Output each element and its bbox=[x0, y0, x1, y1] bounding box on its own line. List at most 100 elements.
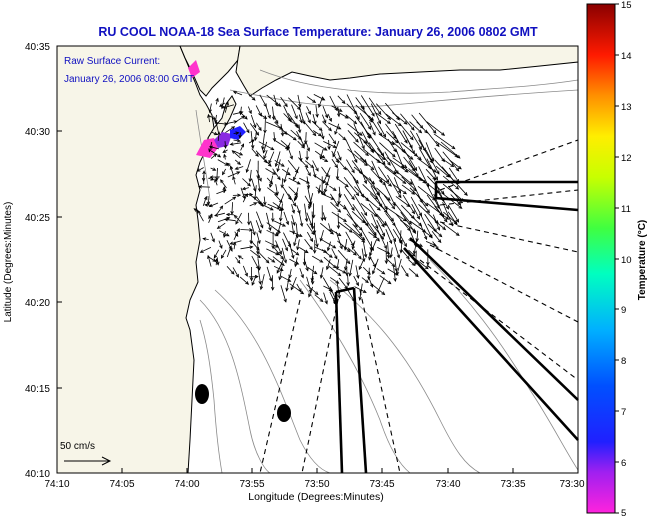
current-vector bbox=[297, 94, 301, 107]
current-vector-head bbox=[435, 143, 440, 148]
current-vector-head bbox=[307, 110, 311, 115]
current-vector bbox=[256, 250, 270, 264]
current-vector-head bbox=[449, 222, 453, 227]
current-vector bbox=[282, 238, 288, 251]
current-vector-head bbox=[381, 270, 386, 275]
current-vector bbox=[393, 201, 412, 225]
current-vector-head bbox=[324, 158, 329, 162]
current-vector-head bbox=[236, 227, 240, 232]
current-vector-head bbox=[365, 152, 369, 157]
current-vector bbox=[338, 133, 346, 141]
current-vector bbox=[283, 211, 289, 225]
current-vector-head bbox=[215, 177, 219, 182]
current-vector bbox=[396, 258, 402, 275]
current-vector bbox=[384, 205, 407, 222]
current-vector-head bbox=[289, 155, 293, 160]
current-vector-head bbox=[224, 122, 229, 126]
current-vector-head bbox=[330, 230, 335, 235]
current-vector bbox=[426, 202, 449, 220]
current-vector bbox=[280, 203, 283, 221]
current-vector bbox=[211, 131, 218, 135]
current-vector bbox=[354, 150, 367, 163]
current-vector-head bbox=[274, 163, 279, 168]
current-vector-head bbox=[385, 179, 390, 184]
current-vector-head bbox=[399, 249, 403, 254]
current-vector bbox=[435, 140, 459, 158]
current-vector bbox=[272, 106, 275, 120]
current-vector bbox=[197, 167, 204, 172]
current-vector-head bbox=[286, 146, 290, 151]
current-vector-head bbox=[455, 185, 460, 190]
current-vector bbox=[370, 168, 386, 186]
current-vector bbox=[331, 158, 338, 168]
current-vector-head bbox=[334, 255, 338, 260]
current-vector bbox=[312, 168, 316, 178]
current-vector bbox=[200, 247, 212, 253]
current-vector-head bbox=[308, 293, 312, 298]
current-vector bbox=[331, 105, 343, 112]
current-vector bbox=[416, 230, 419, 242]
current-vector bbox=[399, 230, 402, 243]
current-vector bbox=[207, 195, 209, 205]
current-vector bbox=[336, 158, 347, 170]
current-vector-head bbox=[455, 218, 460, 223]
current-vector bbox=[272, 256, 285, 266]
current-vector bbox=[370, 282, 385, 295]
current-vector bbox=[433, 193, 444, 218]
current-vector bbox=[222, 168, 227, 175]
current-vector bbox=[403, 156, 416, 172]
current-vector bbox=[330, 193, 339, 207]
current-vector-head bbox=[403, 121, 408, 125]
current-vector bbox=[415, 250, 417, 265]
current-vector bbox=[240, 229, 253, 231]
current-vector bbox=[226, 214, 235, 216]
annotation-line-2: January 26, 2006 08:00 GMT bbox=[64, 74, 194, 85]
current-vector bbox=[353, 249, 362, 260]
current-vector-head bbox=[332, 264, 337, 269]
current-vector-head bbox=[405, 273, 409, 278]
current-vector bbox=[268, 151, 275, 164]
current-vector bbox=[230, 166, 234, 176]
current-vector-head bbox=[268, 227, 272, 232]
current-vector-head bbox=[215, 97, 219, 102]
current-vector bbox=[279, 275, 291, 282]
current-vector bbox=[409, 121, 422, 133]
buoy-marker-1 bbox=[195, 384, 209, 404]
current-vector-head bbox=[436, 226, 441, 231]
current-vector-head bbox=[230, 270, 235, 275]
current-vector bbox=[324, 175, 331, 193]
current-vector bbox=[386, 157, 409, 173]
current-vector bbox=[354, 132, 368, 144]
x-tick-label: 74:10 bbox=[44, 479, 69, 490]
current-vector bbox=[331, 150, 339, 163]
current-vector bbox=[313, 94, 325, 101]
current-vector-head bbox=[298, 103, 302, 108]
current-vector bbox=[287, 160, 299, 173]
current-vector-head bbox=[319, 259, 324, 263]
current-vector bbox=[224, 141, 226, 149]
current-vector-head bbox=[304, 164, 309, 169]
current-vector bbox=[411, 203, 420, 220]
current-vector-head bbox=[257, 266, 261, 271]
current-vector-head bbox=[312, 230, 317, 235]
current-vector bbox=[370, 241, 372, 251]
current-vector-head bbox=[358, 232, 363, 237]
current-vector bbox=[283, 232, 291, 248]
current-vector-head bbox=[429, 234, 433, 239]
current-vector bbox=[355, 97, 365, 110]
current-vector bbox=[209, 146, 220, 150]
current-vector-head bbox=[409, 181, 413, 185]
current-vector-head bbox=[389, 254, 393, 259]
current-vector bbox=[426, 130, 440, 147]
current-vector-head bbox=[213, 153, 218, 158]
current-vector-head bbox=[214, 178, 218, 183]
current-vector-head bbox=[319, 298, 324, 303]
current-vector-head bbox=[367, 125, 372, 130]
current-vector-head bbox=[307, 119, 311, 124]
current-vector bbox=[248, 139, 255, 144]
current-vector-head bbox=[223, 217, 229, 222]
current-vector-head bbox=[241, 186, 246, 191]
current-vector-head bbox=[300, 290, 305, 295]
current-vector-head bbox=[319, 155, 323, 160]
current-vector bbox=[276, 259, 284, 274]
